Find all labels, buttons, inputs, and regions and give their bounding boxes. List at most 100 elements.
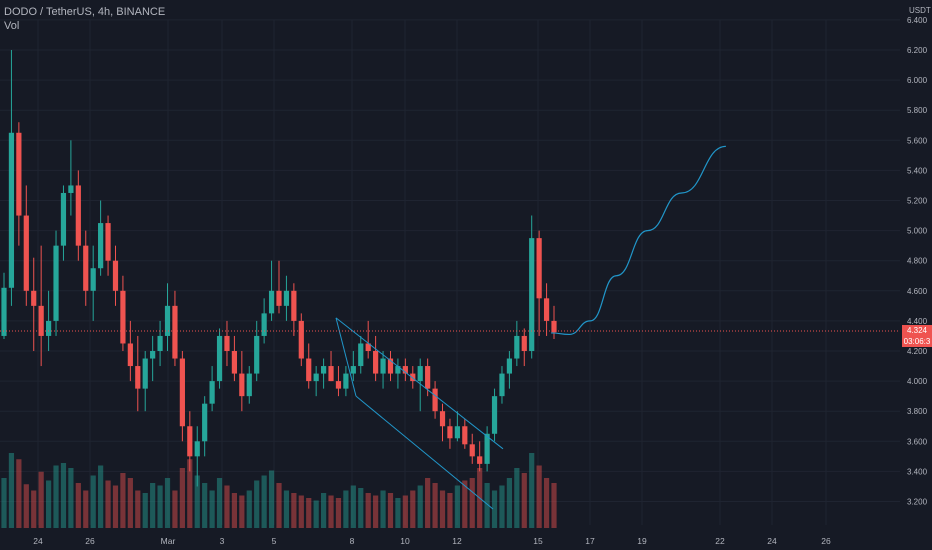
volume-bar [320,493,327,528]
candle-body [439,411,446,427]
candle-body [202,403,208,442]
volume-bar [291,493,297,528]
candle-body [521,335,527,351]
volume-bar [432,483,438,528]
volume-legend[interactable]: Vol [4,20,20,32]
volume-bar [447,493,453,528]
volume-bar [402,495,408,528]
volume-bar [216,478,223,528]
candle-body [157,335,163,351]
time-tick-label: Mar [161,536,176,546]
time-tick-label: 15 [533,536,543,546]
volume-bar [194,475,200,528]
candle-body [529,238,535,351]
candle-body [1,287,7,336]
volume-bar [172,490,178,528]
candle-body [358,343,364,367]
candle-body [172,305,178,359]
volume-bar [484,483,490,528]
candle-body [83,245,89,291]
candle-body [268,290,275,314]
price-axis[interactable]: USDT 6.400 6.200 6.000 5.800 5.600 5.400 5.200… [907,6,931,507]
candle-body [75,185,81,246]
candle-body [194,441,200,457]
candle-body [179,358,185,427]
volume-bar [425,478,431,528]
price-tick-label: 5.600 [907,136,928,145]
candle-body [254,335,260,374]
volume-bar [536,465,542,528]
candle-body [395,366,401,374]
price-tick-label: 6.200 [907,46,928,55]
volume-bar [16,459,22,528]
candle-body [477,456,483,464]
volume-bar [365,493,371,528]
volume-bar [135,490,141,528]
volume-bar [60,463,67,528]
candle-body [447,426,453,439]
volume-bar [23,484,29,528]
volume-bar [276,483,282,528]
candle-body [551,320,557,333]
time-tick-label: 3 [220,536,225,546]
volume-bar [514,468,520,528]
volume-bar [142,493,148,528]
volume-bars [1,453,557,528]
candle-body [432,388,438,412]
price-tick-label: 3.600 [907,437,928,446]
volume-bar [417,485,423,528]
candle-body [187,426,193,457]
candle-body [283,290,290,306]
time-tick-label: 24 [767,536,777,546]
volume-bar [350,485,356,528]
channel-upper-line [335,317,504,450]
candle-body [231,351,238,374]
candle-body [112,260,119,291]
candle-body [298,320,304,359]
candle-body [90,268,96,291]
price-tick-label: 3.400 [907,467,928,476]
candle-body [38,305,44,336]
volume-bar [150,483,156,528]
candle-body [417,366,423,382]
candle-body [105,223,111,261]
symbol-title[interactable]: DODO / TetherUS, 4h, BINANCE [4,6,166,18]
candle-body [387,358,394,374]
candle-body [127,343,133,367]
volume-bar [45,480,52,528]
volume-bar [75,483,81,528]
volume-bar [261,475,267,528]
time-tick-label: 22 [715,536,725,546]
last-price-badge: 4.324 03:06:3 [902,325,932,347]
channel-lower-line [355,395,494,510]
candle-body [31,290,37,306]
volume-bar [358,488,364,528]
time-tick-label: 19 [637,536,647,546]
candlestick-series [1,50,557,487]
volume-bar [164,478,171,528]
candle-body [536,238,542,299]
price-tick-label: 4.000 [907,377,928,386]
time-tick-label: 12 [452,536,462,546]
forecast-curve [551,145,726,336]
price-tick-label: 4.600 [907,287,928,296]
volume-bar [462,480,468,528]
price-tick-label: 4.400 [907,317,928,326]
candle-body [306,358,312,382]
candle-body [320,366,327,374]
price-tick-label: 4.800 [907,257,928,266]
volume-bar [68,468,74,528]
candle-body [216,335,223,382]
price-tick-label: 5.200 [907,197,928,206]
time-tick-label: 8 [350,536,355,546]
candle-body [454,426,460,439]
grid-lines [0,19,900,525]
price-tick-label: 6.400 [907,16,928,25]
time-tick-label: 10 [400,536,410,546]
candle-body [484,433,490,464]
candle-body [135,366,141,389]
time-axis[interactable]: 24 26 Mar 3 5 8 10 12 15 17 19 22 24 26 [33,536,831,546]
volume-bar [395,498,401,528]
volume-bar [380,490,386,528]
